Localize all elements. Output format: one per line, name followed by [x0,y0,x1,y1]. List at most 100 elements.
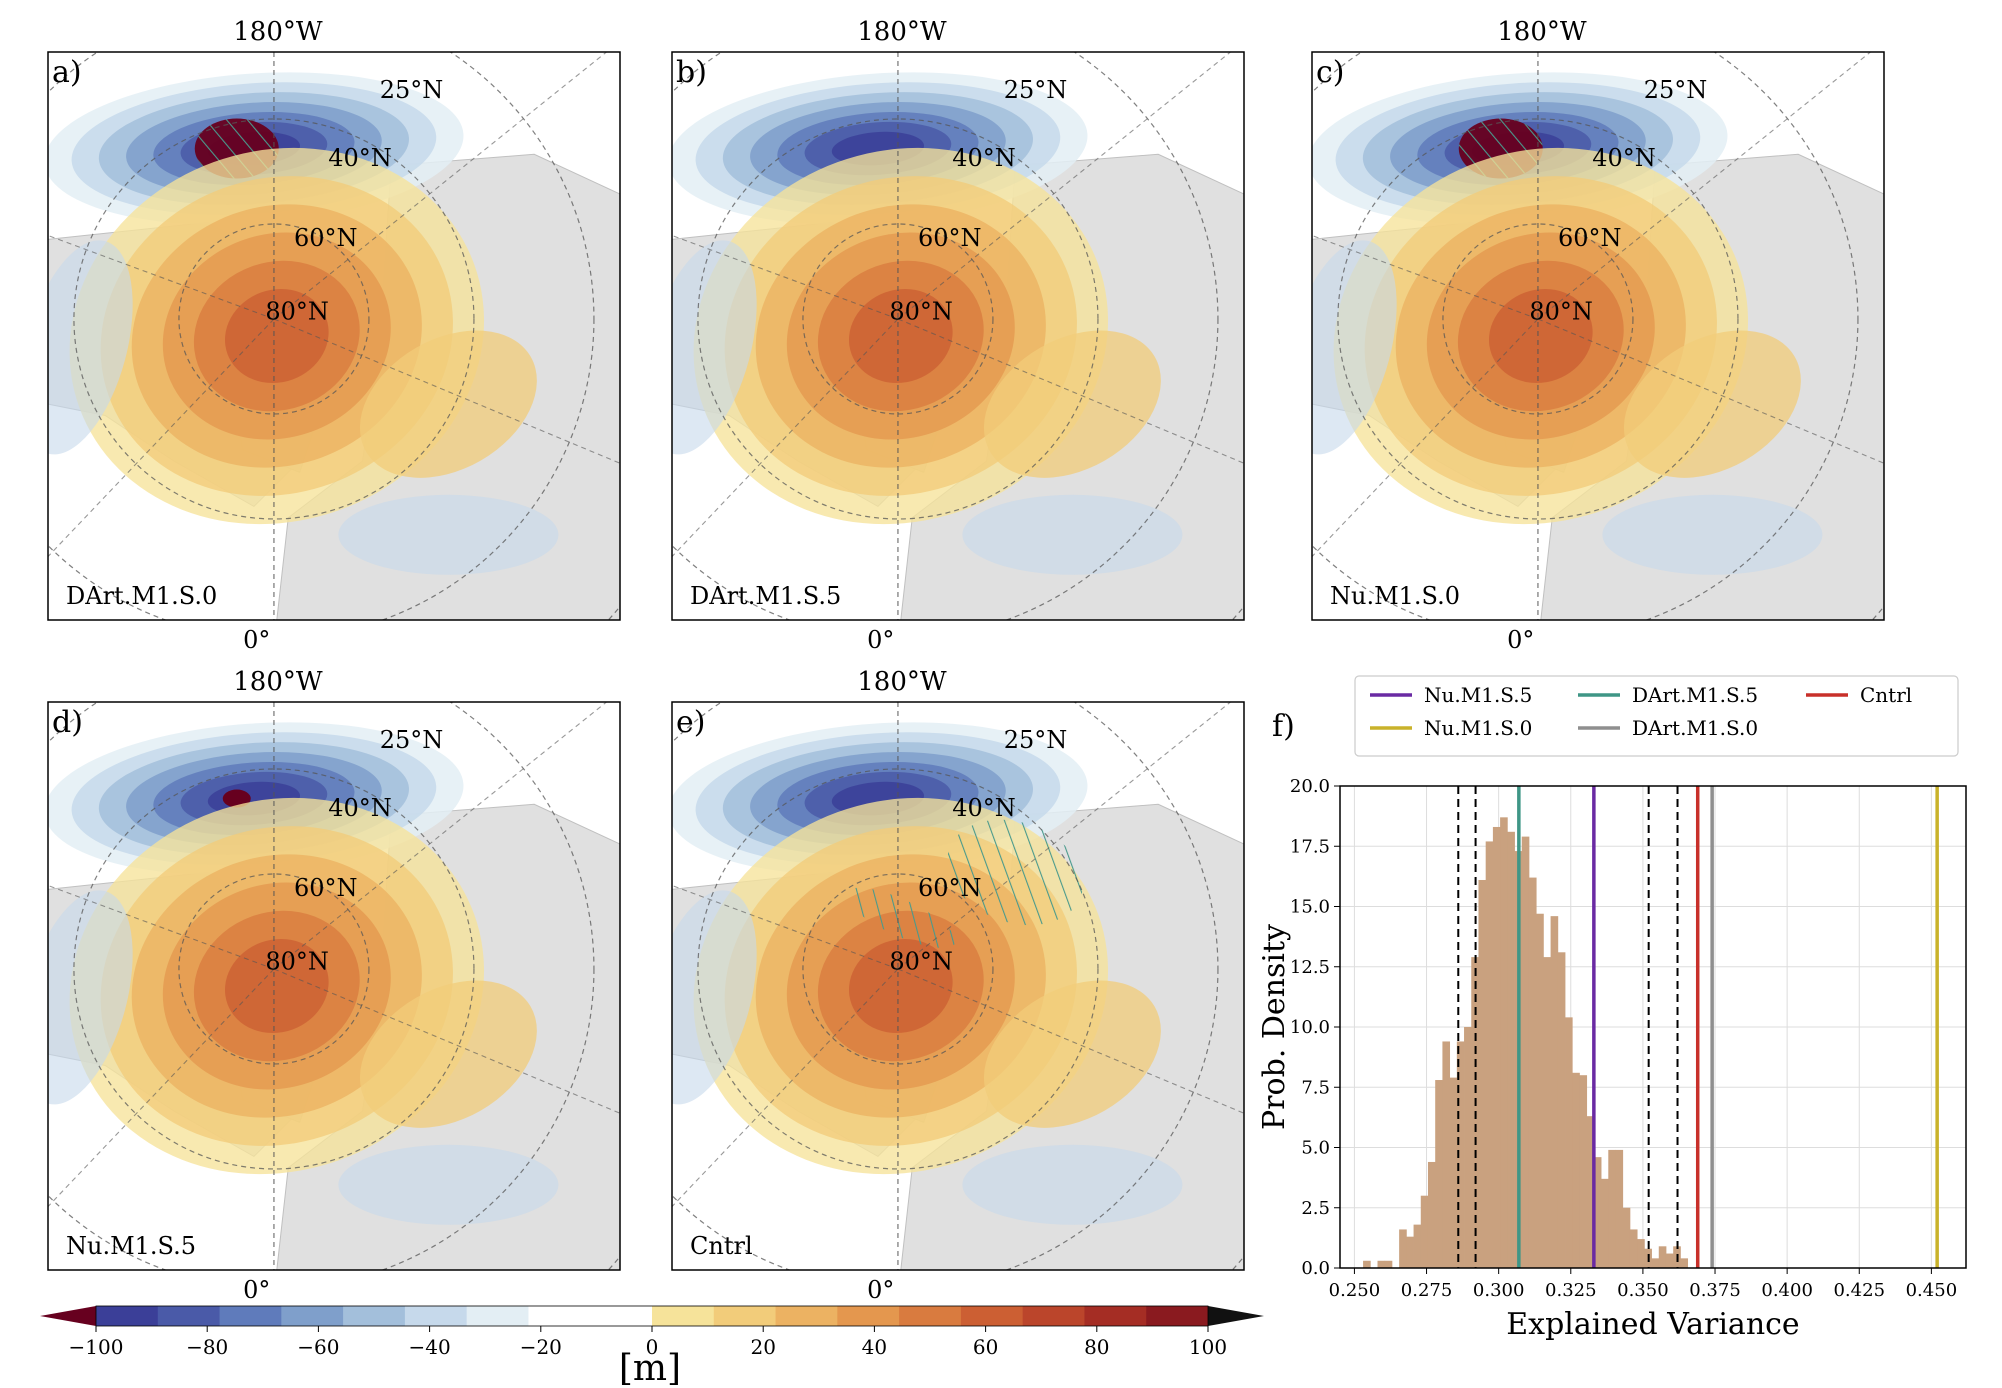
x-tick-label: 0.425 [1833,1280,1885,1301]
colorbar-high-extension [1208,1306,1264,1326]
map-panel-d: d) Nu.M1.S.5 180°W 0° 25°N 40°N 60°N 80°N [47,667,621,1304]
y-tick-label: 20.0 [1290,776,1330,797]
x-tick-label: 0.350 [1617,1280,1669,1301]
meridian-line [273,968,620,1114]
histogram-bar [1478,879,1487,1268]
negative-anomaly-contour [338,1144,559,1225]
x-tick-label: 0.325 [1545,1280,1597,1301]
histogram-bar [1593,1157,1602,1268]
x-tick-label: 0.300 [1473,1280,1525,1301]
colorbar-tick-label: −40 [408,1335,450,1359]
model-label: DArt.M1.S.0 [66,582,217,610]
meridian-line [672,884,899,970]
panel-label: d) [52,705,83,740]
significance-hatching [947,819,1084,926]
map-frame [1311,51,1885,621]
latitude-label: 60°N [294,224,358,252]
histogram-bar [1413,1224,1422,1268]
plot-frame [1339,785,1967,1269]
colorbar-segment [713,1306,777,1326]
histogram-bar [1521,836,1530,1268]
histogram-bar [1399,1229,1407,1268]
colorbar-tick-label: 0 [646,1335,659,1359]
histogram-bar [1485,841,1494,1268]
panel-label: b) [676,55,707,90]
positive-anomaly-contour [983,330,1161,478]
colorbar-unit: [m] [619,1348,681,1388]
positive-anomaly-contour [1623,330,1801,478]
map-panel-a: a) DArt.M1.S.0 180°W 0° 25°N 40°N 60°N 80°N [47,17,621,654]
colorbar-segment [281,1306,344,1326]
panel-label: a) [52,55,82,90]
longitude-label-top: 180°W [233,667,323,697]
meridian-line [273,318,620,464]
latitude-label: 40°N [328,144,392,172]
latitude-label: 80°N [1529,298,1593,326]
histogram-panel: 0.250 0.275 0.300 0.325 0.350 0.375 0.400 0.425… [1257,675,1967,1342]
colorbar-segment [404,1306,468,1326]
histogram-bar [1420,1195,1429,1268]
negative-anomaly-contour [338,494,559,575]
latitude-circle [697,118,1099,520]
histogram-bar [1680,1258,1689,1268]
histogram-bar [1557,952,1566,1268]
panel-label: f) [1272,709,1295,744]
negative-anomaly-contour [962,1144,1183,1225]
x-tick-label: 0.275 [1401,1280,1453,1301]
histogram-bar [1435,1080,1443,1268]
colorbar-tick-label: 60 [973,1335,998,1359]
histogram-bar [1536,913,1544,1268]
meridian-line [48,318,275,558]
latitude-circle [48,702,595,1270]
latitude-label: 80°N [889,948,953,976]
x-tick-label: 0.250 [1329,1280,1381,1301]
colorbar-tick-label: −80 [186,1335,228,1359]
latitude-label: 25°N [380,76,444,104]
latitude-label: 80°N [889,298,953,326]
longitude-label-bottom: 0° [867,1276,894,1304]
latitude-label: 25°N [380,726,444,754]
latitude-label: 60°N [918,874,982,902]
legend-entry: Nu.M1.S.0 [1424,716,1532,740]
colorbar-segment [466,1306,529,1326]
latitude-circle [672,702,1219,1270]
colorbar-segment [343,1306,406,1326]
x-axis-label: Explained Variance [1506,1307,1799,1342]
model-label: DArt.M1.S.5 [690,582,841,610]
y-tick-label: 5.0 [1301,1138,1330,1159]
histogram-bar [1629,1229,1638,1268]
map-frame [671,701,1245,1271]
x-tick-label: 0.400 [1761,1280,1813,1301]
positive-anomaly-contour [848,938,953,1034]
histogram-bar [1637,1239,1645,1268]
y-tick-label: 2.5 [1301,1198,1330,1219]
positive-anomaly-contour [1488,288,1593,384]
colorbar-segment [157,1306,221,1326]
longitude-label-bottom: 0° [1507,626,1534,654]
colorbar-segment [219,1306,282,1326]
colorbar-tick-label: 40 [862,1335,887,1359]
meridian-line [897,318,1244,464]
colorbar-low-extension [40,1306,96,1326]
colorbar: −100 −80 −60 −40 −20 0 20 40 60 80 100 [m] [40,1305,1264,1388]
y-tick-label: 0.0 [1301,1258,1330,1279]
longitude-label-bottom: 0° [867,626,894,654]
latitude-label: 60°N [1558,224,1622,252]
latitude-circle [73,118,475,520]
meridian-line [1312,234,1539,320]
legend-entry: Nu.M1.S.5 [1424,683,1532,707]
legend-entry: DArt.M1.S.5 [1632,683,1758,707]
x-tick-label: 0.375 [1689,1280,1741,1301]
colorbar-segment [899,1306,962,1326]
colorbar-tick-label: −20 [520,1335,562,1359]
histogram-bar [1615,1149,1624,1268]
latitude-label: 80°N [265,948,329,976]
longitude-label-bottom: 0° [243,1276,270,1304]
model-label: Cntrl [690,1232,753,1260]
meridian-line [1312,318,1539,558]
map-panel-e: e) Cntrl 180°W 0° 25°N 40°N 60°N 80°N [671,667,1245,1304]
map-frame [671,51,1245,621]
latitude-label: 25°N [1644,76,1708,104]
negative-anomaly-contour [962,494,1183,575]
